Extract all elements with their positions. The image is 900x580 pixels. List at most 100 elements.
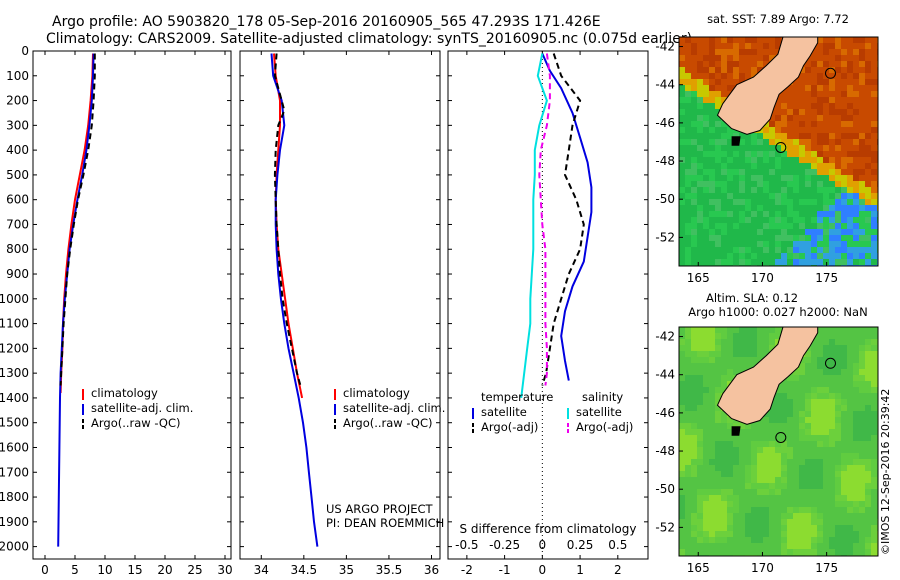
field-cell xyxy=(859,381,865,387)
field-cell xyxy=(775,247,781,253)
field-cell xyxy=(847,459,853,465)
field-cell xyxy=(829,483,835,489)
field-cell xyxy=(769,459,775,465)
field-cell xyxy=(715,79,721,85)
field-cell xyxy=(691,205,697,211)
field-cell xyxy=(847,217,853,223)
field-cell xyxy=(847,259,853,265)
field-cell xyxy=(709,97,715,103)
field-cell xyxy=(829,223,835,229)
field-cell xyxy=(715,85,721,91)
sst-map-title: sat. SST: 7.89 Argo: 7.72 xyxy=(707,12,849,26)
field-cell xyxy=(847,139,853,145)
field-cell xyxy=(829,175,835,181)
field-cell xyxy=(859,501,865,507)
field-cell xyxy=(733,79,739,85)
field-cell xyxy=(781,223,787,229)
field-cell xyxy=(739,157,745,163)
field-cell xyxy=(805,73,811,79)
field-cell xyxy=(727,441,733,447)
field-cell xyxy=(781,139,787,145)
field-cell xyxy=(787,477,793,483)
field-cell xyxy=(727,501,733,507)
field-cell xyxy=(865,61,871,67)
legend-header: temperature xyxy=(481,390,553,404)
field-cell xyxy=(745,49,751,55)
field-cell xyxy=(733,241,739,247)
field-cell xyxy=(817,471,823,477)
field-cell xyxy=(835,37,841,43)
s-tick-label: -0.5 xyxy=(455,538,478,552)
field-cell xyxy=(781,507,787,513)
field-cell xyxy=(823,253,829,259)
field-cell xyxy=(853,489,859,495)
field-cell xyxy=(811,103,817,109)
field-cell xyxy=(685,345,691,351)
s-tick-label: 0 xyxy=(539,538,547,552)
field-cell xyxy=(835,73,841,79)
field-cell xyxy=(865,489,871,495)
field-cell xyxy=(679,187,685,193)
field-cell xyxy=(751,145,757,151)
field-cell xyxy=(751,489,757,495)
field-cell xyxy=(829,465,835,471)
field-cell xyxy=(727,175,733,181)
field-cell xyxy=(859,61,865,67)
field-cell xyxy=(841,447,847,453)
field-cell xyxy=(733,327,739,333)
field-cell xyxy=(871,253,877,259)
field-cell xyxy=(739,507,745,513)
field-cell xyxy=(871,115,877,121)
field-cell xyxy=(745,363,751,369)
field-cell xyxy=(775,217,781,223)
field-cell xyxy=(859,67,865,73)
field-cell xyxy=(799,73,805,79)
field-cell xyxy=(847,339,853,345)
field-cell xyxy=(703,387,709,393)
field-cell xyxy=(691,339,697,345)
field-cell xyxy=(859,73,865,79)
panel-salinity: 3434.53535.536salinityclimatologysatelli… xyxy=(239,50,445,580)
field-cell xyxy=(685,525,691,531)
field-cell xyxy=(781,217,787,223)
field-cell xyxy=(691,223,697,229)
field-cell xyxy=(865,333,871,339)
field-cell xyxy=(769,537,775,543)
field-cell xyxy=(793,235,799,241)
field-cell xyxy=(697,351,703,357)
field-cell xyxy=(817,477,823,483)
field-cell xyxy=(691,495,697,501)
field-cell xyxy=(841,507,847,513)
field-cell xyxy=(709,489,715,495)
field-cell xyxy=(685,471,691,477)
field-cell xyxy=(739,67,745,73)
field-cell xyxy=(775,411,781,417)
field-cell xyxy=(769,247,775,253)
field-cell xyxy=(829,43,835,49)
field-cell xyxy=(715,537,721,543)
field-cell xyxy=(709,163,715,169)
field-cell xyxy=(721,139,727,145)
field-cell xyxy=(775,513,781,519)
field-cell xyxy=(763,139,769,145)
credit-text: ©IMOS 12-Sep-2016 20:39:42 xyxy=(879,389,892,555)
field-cell xyxy=(745,175,751,181)
field-cell xyxy=(769,49,775,55)
field-cell xyxy=(709,393,715,399)
field-cell xyxy=(865,519,871,525)
field-cell xyxy=(679,97,685,103)
field-cell xyxy=(769,441,775,447)
field-cell xyxy=(679,483,685,489)
field-cell xyxy=(859,193,865,199)
field-cell xyxy=(775,223,781,229)
field-cell xyxy=(721,441,727,447)
field-cell xyxy=(703,405,709,411)
field-cell xyxy=(811,229,817,235)
field-cell xyxy=(823,417,829,423)
field-cell xyxy=(793,423,799,429)
field-cell xyxy=(721,525,727,531)
lon-tick-label: 170 xyxy=(751,561,774,575)
field-cell xyxy=(853,151,859,157)
field-cell xyxy=(721,429,727,435)
field-cell xyxy=(799,543,805,549)
